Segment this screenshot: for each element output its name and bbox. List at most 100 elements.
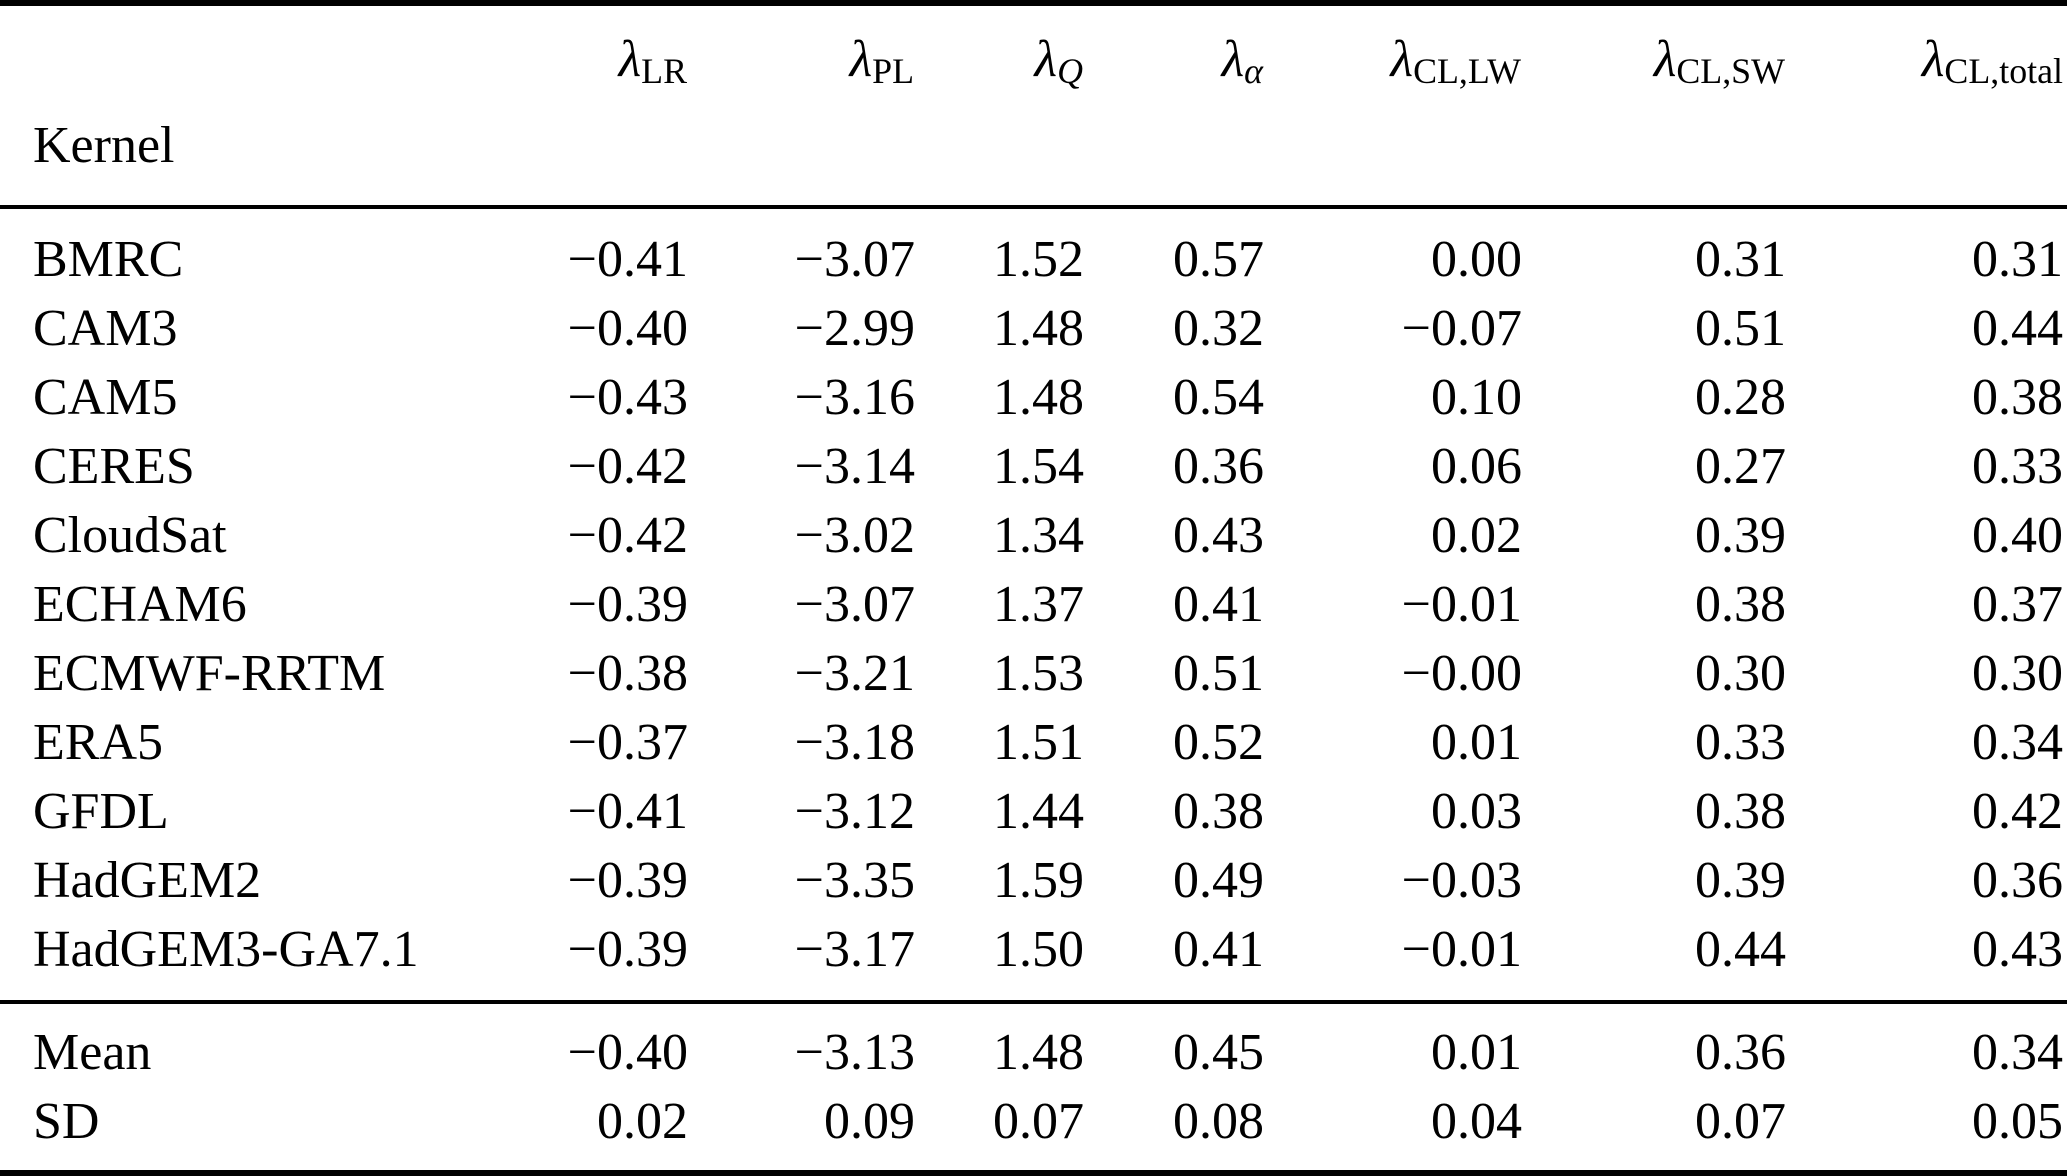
- value-cell-cl-total: 0.31: [1972, 231, 2063, 288]
- value-cell-lr: −0.42: [567, 507, 688, 564]
- kernel-column-header: Kernel: [0, 3, 460, 209]
- value-cell-q: 1.48: [993, 369, 1084, 426]
- value-cell-lr: −0.42: [567, 438, 688, 495]
- value-cell-cl-total: 0.05: [1972, 1093, 2063, 1150]
- value-cell-cl-lw: −0.00: [1401, 645, 1522, 702]
- kernel-name-cell: SD: [33, 1093, 100, 1150]
- table-row-hadgem2: HadGEM2 −0.39 −3.35 1.59 0.49 −0.03 0.39 0.36: [0, 846, 2067, 915]
- value-cell-alpha: 0.51: [1173, 645, 1264, 702]
- table-header: Kernel λLR λPL λQ λα λCL,LW λCL,SW λCL,total: [0, 3, 2067, 209]
- value-cell-alpha: 0.32: [1173, 300, 1264, 357]
- kernel-name-cell: Mean: [33, 1024, 152, 1081]
- table-row-cloudsat: CloudSat −0.42 −3.02 1.34 0.43 0.02 0.39 0.40: [0, 501, 2067, 570]
- kernel-name-cell: BMRC: [33, 231, 184, 288]
- value-cell-q: 1.53: [993, 645, 1084, 702]
- value-cell-alpha: 0.49: [1173, 852, 1264, 909]
- lambda-symbol: λ: [1921, 31, 1945, 88]
- value-cell-cl-sw: 0.27: [1695, 438, 1786, 495]
- value-cell-alpha: 0.45: [1173, 1024, 1264, 1081]
- table-row-hadgem3-ga7-1: HadGEM3-GA7.1 −0.39 −3.17 1.50 0.41 −0.01 0.44…: [0, 915, 2067, 1004]
- column-header-pl: λPL: [688, 3, 915, 209]
- value-cell-q: 1.48: [993, 300, 1084, 357]
- value-cell-cl-lw: −0.01: [1264, 915, 1522, 1004]
- value-cell-lr: −0.40: [567, 1024, 688, 1081]
- value-cell-cl-sw: 0.07: [1695, 1093, 1786, 1150]
- value-cell-alpha: 0.52: [1173, 714, 1264, 771]
- value-cell-cl-sw: 0.38: [1695, 783, 1786, 840]
- value-cell-pl: −3.13: [794, 1024, 915, 1081]
- value-cell-q: 1.52: [993, 231, 1084, 288]
- value-cell-cl-total: 0.36: [1972, 852, 2063, 909]
- lambda-symbol: λ: [849, 31, 873, 88]
- value-cell-pl: −3.21: [794, 645, 915, 702]
- value-cell-cl-total: 0.38: [1972, 369, 2063, 426]
- value-cell-lr: −0.37: [567, 714, 688, 771]
- value-cell-cl-sw: 0.51: [1695, 300, 1786, 357]
- header-row: Kernel λLR λPL λQ λα λCL,LW λCL,SW λCL,total: [0, 3, 2067, 209]
- value-cell-cl-lw: −0.07: [1401, 300, 1522, 357]
- value-cell-cl-lw: −0.03: [1401, 852, 1522, 909]
- value-cell-cl-total: 0.40: [1972, 507, 2063, 564]
- value-cell-pl: −3.07: [794, 576, 915, 633]
- value-cell-cl-lw: 0.06: [1431, 438, 1522, 495]
- value-cell-cl-sw: 0.39: [1695, 507, 1786, 564]
- value-cell-cl-sw: 0.44: [1522, 915, 1786, 1004]
- column-header-alpha: λα: [1084, 3, 1264, 209]
- lambda-subscript: CL,SW: [1676, 50, 1785, 91]
- lambda-subscript: Q: [1057, 50, 1083, 91]
- lambda-symbol: λ: [618, 31, 642, 88]
- lambda-symbol: λ: [1221, 31, 1245, 88]
- lambda-symbol: λ: [1034, 31, 1058, 88]
- value-cell-cl-lw: 0.00: [1431, 231, 1522, 288]
- lambda-subscript: α: [1244, 50, 1263, 91]
- value-cell-lr: −0.41: [567, 783, 688, 840]
- value-cell-cl-lw: 0.10: [1431, 369, 1522, 426]
- value-cell-cl-total: 0.30: [1972, 645, 2063, 702]
- value-cell-cl-lw: −0.01: [1401, 576, 1522, 633]
- value-cell-lr: −0.39: [567, 852, 688, 909]
- value-cell-q: 1.51: [993, 714, 1084, 771]
- value-cell-alpha: 0.57: [1173, 231, 1264, 288]
- column-header-cl-total: λCL,total: [1786, 3, 2067, 209]
- value-cell-q: 1.37: [993, 576, 1084, 633]
- value-cell-q: 1.48: [993, 1024, 1084, 1081]
- value-cell-pl: −3.16: [794, 369, 915, 426]
- kernel-name-cell: HadGEM2: [33, 852, 262, 909]
- value-cell-pl: −3.18: [794, 714, 915, 771]
- value-cell-cl-lw: 0.01: [1431, 1024, 1522, 1081]
- value-cell-alpha: 0.36: [1173, 438, 1264, 495]
- column-header-cl-lw: λCL,LW: [1264, 3, 1522, 209]
- value-cell-alpha: 0.41: [1084, 915, 1264, 1004]
- table-row-mean: Mean −0.40 −3.13 1.48 0.45 0.01 0.36 0.34: [0, 1002, 2067, 1087]
- value-cell-cl-sw: 0.36: [1695, 1024, 1786, 1081]
- value-cell-cl-sw: 0.30: [1695, 645, 1786, 702]
- kernel-name-cell: CloudSat: [33, 507, 227, 564]
- value-cell-cl-total: 0.43: [1786, 915, 2067, 1004]
- summary-rows-section: Mean −0.40 −3.13 1.48 0.45 0.01 0.36 0.34 SD 0.02…: [0, 1002, 2067, 1173]
- kernel-name-cell: HadGEM3-GA7.1: [0, 915, 460, 1004]
- kernel-name-cell: CAM5: [33, 369, 178, 426]
- value-cell-alpha: 0.08: [1173, 1093, 1264, 1150]
- value-cell-pl: −3.17: [688, 915, 915, 1004]
- table-row-bmrc: BMRC −0.41 −3.07 1.52 0.57 0.00 0.31 0.31: [0, 207, 2067, 294]
- column-header-q: λQ: [915, 3, 1084, 209]
- value-cell-cl-total: 0.33: [1972, 438, 2063, 495]
- value-cell-lr: 0.02: [597, 1093, 688, 1150]
- value-cell-pl: −3.02: [794, 507, 915, 564]
- lambda-subscript: CL,total: [1944, 50, 2063, 91]
- kernel-name-cell: GFDL: [33, 783, 169, 840]
- value-cell-lr: −0.39: [567, 576, 688, 633]
- value-cell-q: 1.50: [915, 915, 1084, 1004]
- column-header-lr: λLR: [460, 3, 688, 209]
- value-cell-lr: −0.39: [460, 915, 688, 1004]
- value-cell-lr: −0.40: [567, 300, 688, 357]
- table-row-sd: SD 0.02 0.09 0.07 0.08 0.04 0.07 0.05: [0, 1087, 2067, 1173]
- kernel-name-cell: ECMWF-RRTM: [33, 645, 386, 702]
- table-row-ecmwf-rrtm: ECMWF-RRTM −0.38 −3.21 1.53 0.51 −0.00 0.30 0.3…: [0, 639, 2067, 708]
- value-cell-cl-lw: 0.04: [1431, 1093, 1522, 1150]
- value-cell-alpha: 0.41: [1173, 576, 1264, 633]
- value-cell-cl-total: 0.42: [1972, 783, 2063, 840]
- kernel-name-cell: ERA5: [33, 714, 163, 771]
- table-row-echam6: ECHAM6 −0.39 −3.07 1.37 0.41 −0.01 0.38 0.37: [0, 570, 2067, 639]
